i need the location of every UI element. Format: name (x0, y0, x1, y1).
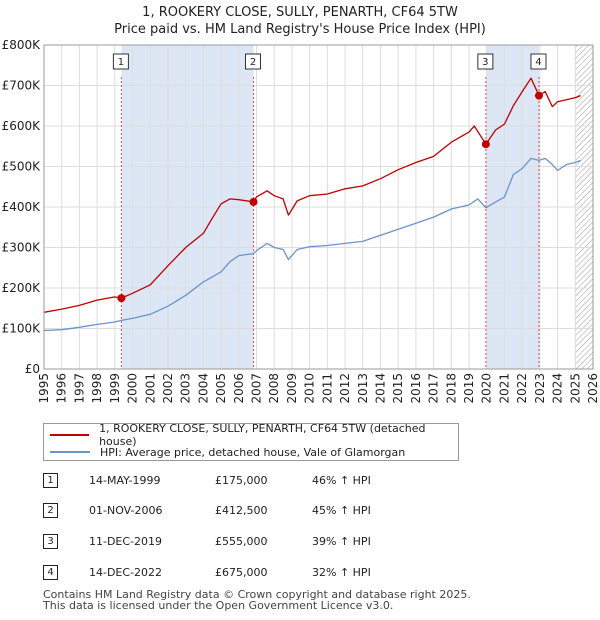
transaction-number: 2 (43, 503, 58, 518)
x-tick-label: 2016 (409, 373, 423, 404)
x-tick-label: 2025 (568, 373, 582, 404)
legend-label-hpi: HPI: Average price, detached house, Vale… (100, 445, 406, 459)
table-row: 2 01-NOV-2006 £412,500 45% ↑ HPI (0, 500, 600, 522)
x-tick-label: 1996 (55, 373, 69, 404)
transaction-number: 4 (43, 565, 58, 580)
x-tick-label: 2019 (462, 373, 476, 404)
y-tick-label: £600K (2, 119, 42, 133)
sale-point (534, 91, 543, 100)
chart-subtitle: Price paid vs. HM Land Registry's House … (114, 22, 486, 37)
y-tick-label: £400K (2, 200, 42, 214)
table-row: 1 14-MAY-1999 £175,000 46% ↑ HPI (0, 470, 600, 492)
x-tick-label: 2020 (480, 373, 494, 404)
x-tick-label: 1999 (108, 373, 122, 404)
x-tick-label: 2005 (214, 373, 228, 404)
transaction-date: 14-DEC-2022 (89, 566, 163, 579)
transaction-hpi-diff: 32% ↑ HPI (312, 566, 371, 579)
x-tick-label: 2018 (444, 373, 458, 404)
hpi-line (43, 157, 581, 332)
y-tick-label: £0 (25, 362, 40, 376)
sale-label-box (112, 53, 129, 70)
transaction-price: £412,500 (215, 504, 268, 517)
x-tick-label: 1997 (72, 373, 86, 404)
transaction-price: £175,000 (215, 474, 268, 487)
plot-frame (43, 44, 594, 370)
x-tick-label: 2003 (179, 373, 193, 404)
footer-attribution: Contains HM Land Registry data © Crown c… (43, 589, 471, 611)
x-tick-label: 2006 (232, 373, 246, 404)
sale-point (481, 140, 490, 149)
price-chart: 1 2 3 4 £0 £100K £200K £300K £400K £500K £600K £700… (2, 38, 600, 404)
x-tick-label: 2012 (338, 373, 352, 404)
x-tick-label: 2002 (161, 373, 175, 404)
chart-title: 1, ROOKERY CLOSE, SULLY, PENARTH, CF64 5… (142, 5, 458, 20)
transaction-date: 01-NOV-2006 (89, 504, 163, 517)
legend-swatch-property (50, 434, 90, 436)
x-tick-label: 2010 (303, 373, 317, 404)
footer-line-1: Contains HM Land Registry data © Crown c… (43, 588, 471, 601)
x-tick-label: 2017 (427, 373, 441, 404)
x-tick-label: 2015 (391, 373, 405, 404)
y-tick-label: £800K (2, 38, 42, 52)
sale-point (249, 197, 258, 206)
transaction-hpi-diff: 39% ↑ HPI (312, 535, 371, 548)
x-tick-label: 2014 (373, 373, 387, 404)
legend-item-property: 1, ROOKERY CLOSE, SULLY, PENARTH, CF64 5… (50, 422, 458, 448)
chart-title-block: 1, ROOKERY CLOSE, SULLY, PENARTH, CF64 5… (0, 4, 600, 38)
transaction-price: £675,000 (215, 566, 268, 579)
x-tick-label: 2011 (320, 373, 334, 404)
x-tick-label: 2009 (285, 373, 299, 404)
x-tick-label: 2007 (250, 373, 264, 404)
x-tick-label: 2000 (126, 373, 140, 404)
x-tick-label: 2022 (515, 373, 529, 404)
x-tick-label: 2004 (196, 373, 210, 404)
transaction-date: 14-MAY-1999 (89, 474, 161, 487)
footer-line-2: This data is licensed under the Open Gov… (43, 599, 394, 612)
table-row: 4 14-DEC-2022 £675,000 32% ↑ HPI (0, 562, 600, 584)
property-price-line (43, 77, 581, 313)
transaction-price: £555,000 (215, 535, 268, 548)
x-tick-label: 2021 (497, 373, 511, 404)
y-tick-label: £100K (2, 322, 42, 336)
legend-item-hpi: HPI: Average price, detached house, Vale… (50, 444, 405, 460)
sale-label-box (477, 53, 494, 70)
sale-label: 1 (118, 57, 124, 68)
x-tick-label: 1998 (90, 373, 104, 404)
sale-label-box (530, 53, 547, 70)
y-tick-label: £700K (2, 79, 42, 93)
x-tick-label: 2013 (356, 373, 370, 404)
table-row: 3 11-DEC-2019 £555,000 39% ↑ HPI (0, 531, 600, 553)
transaction-date: 11-DEC-2019 (89, 535, 163, 548)
legend-swatch-hpi (50, 451, 90, 453)
transaction-number: 3 (43, 534, 58, 549)
sale-label: 2 (250, 57, 256, 68)
sale-label: 3 (482, 57, 488, 68)
transaction-hpi-diff: 45% ↑ HPI (312, 504, 371, 517)
sale-label-box (245, 53, 262, 70)
x-tick-label: 2026 (586, 373, 600, 404)
x-tick-label: 2024 (551, 373, 565, 404)
x-tick-label: 2001 (143, 373, 157, 404)
x-tick-label: 2023 (533, 373, 547, 404)
transaction-number: 1 (43, 473, 58, 488)
y-tick-label: £500K (2, 160, 42, 174)
x-tick-label: 2008 (267, 373, 281, 404)
sale-point (117, 294, 126, 303)
y-tick-label: £300K (2, 241, 42, 255)
x-tick-label: 1995 (37, 373, 51, 404)
chart-legend: 1, ROOKERY CLOSE, SULLY, PENARTH, CF64 5… (43, 422, 459, 461)
transaction-hpi-diff: 46% ↑ HPI (312, 474, 371, 487)
y-tick-label: £200K (2, 281, 42, 295)
legend-label-property: 1, ROOKERY CLOSE, SULLY, PENARTH, CF64 5… (99, 422, 426, 448)
sale-label: 4 (535, 57, 541, 68)
